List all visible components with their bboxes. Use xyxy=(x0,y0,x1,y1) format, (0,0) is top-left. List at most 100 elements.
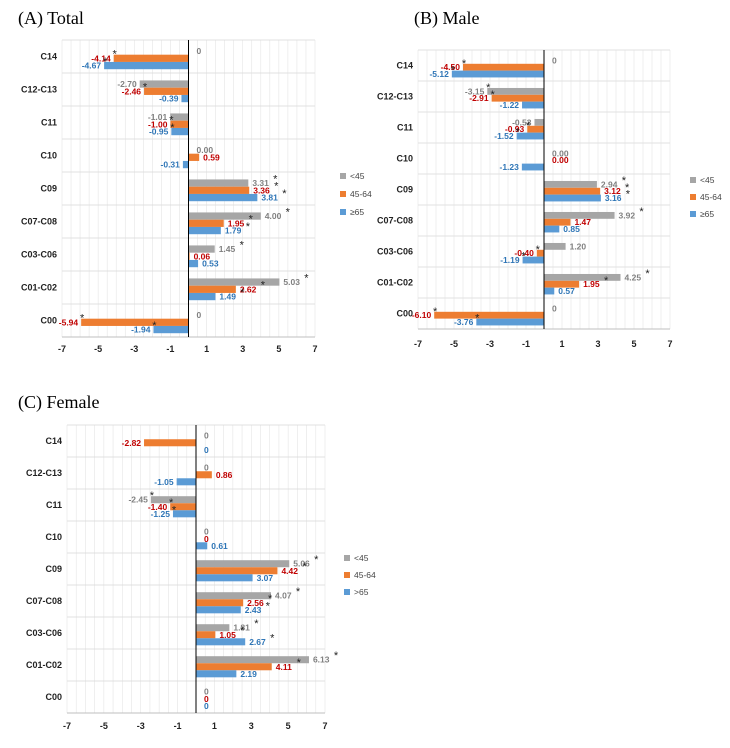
legend-label: >65 xyxy=(354,587,369,597)
x-tick-label: -7 xyxy=(58,344,66,354)
significance-star: * xyxy=(286,206,291,218)
data-label: 1.81 xyxy=(233,623,250,633)
significance-star: * xyxy=(103,56,108,68)
bar-65 xyxy=(522,256,544,264)
bar-4564 xyxy=(491,94,544,102)
significance-star: * xyxy=(625,182,630,194)
bar-4564 xyxy=(113,54,189,62)
bar-45 xyxy=(188,179,249,187)
bar-65 xyxy=(476,318,544,326)
data-label: 3.81 xyxy=(261,193,278,203)
bar-45 xyxy=(139,80,189,88)
data-label: 0.06 xyxy=(194,251,211,261)
data-label: 3.16 xyxy=(605,193,622,203)
x-tick-label: -1 xyxy=(166,344,174,354)
bar-65 xyxy=(182,160,189,169)
category-label: C01-C02 xyxy=(21,283,57,293)
significance-star: * xyxy=(302,561,307,573)
bar-45 xyxy=(196,560,290,568)
data-label: -1.52 xyxy=(494,131,514,141)
data-label: 0.00 xyxy=(552,148,569,158)
category-label: C00 xyxy=(396,309,413,319)
bar-4564 xyxy=(544,280,580,288)
bar-65 xyxy=(196,574,253,582)
legend-label: ≥65 xyxy=(700,209,714,219)
legend-label: <45 xyxy=(700,175,715,185)
bar-65 xyxy=(104,61,189,70)
data-label: 0 xyxy=(204,463,209,473)
data-label: -1.40 xyxy=(148,502,168,512)
data-label: -4.50 xyxy=(441,62,461,72)
data-label: -0.31 xyxy=(161,160,181,170)
data-label: 0 xyxy=(204,687,209,697)
legend-label: <45 xyxy=(354,553,369,563)
significance-star: * xyxy=(150,490,155,502)
data-label: 6.13 xyxy=(313,655,330,665)
significance-star: * xyxy=(254,618,259,630)
significance-star: * xyxy=(639,206,644,218)
significance-star: * xyxy=(240,239,245,251)
data-label: 0 xyxy=(204,445,209,455)
data-label: -5.94 xyxy=(59,317,79,327)
significance-star: * xyxy=(490,89,495,101)
bar-65 xyxy=(188,193,258,202)
bar-65 xyxy=(181,94,189,103)
data-label: 0.85 xyxy=(563,224,580,234)
legend-label: 45-64 xyxy=(700,192,722,202)
bar-65 xyxy=(171,127,189,136)
data-label: 0 xyxy=(204,534,209,544)
significance-star: * xyxy=(334,650,339,662)
significance-star: * xyxy=(462,58,467,70)
significance-star: * xyxy=(304,272,309,284)
data-label: 3.92 xyxy=(619,210,636,220)
data-label: 0 xyxy=(197,310,202,320)
category-label: C11 xyxy=(41,118,57,128)
bar-65 xyxy=(196,638,246,646)
bar-4564 xyxy=(527,125,544,133)
data-label: 1.95 xyxy=(583,279,600,289)
bar-4564 xyxy=(463,63,544,71)
category-label: C10 xyxy=(40,151,57,161)
x-tick-label: -5 xyxy=(94,344,102,354)
bar-4564 xyxy=(196,599,244,607)
data-label: -2.45 xyxy=(128,495,148,505)
bar-65 xyxy=(451,70,544,78)
bar-65 xyxy=(188,226,221,235)
category-label: C01-C02 xyxy=(26,660,62,670)
data-label: 1.79 xyxy=(225,226,242,236)
data-label: 2.94 xyxy=(601,179,618,189)
data-label: 4.25 xyxy=(625,272,642,282)
significance-star: * xyxy=(169,115,174,127)
bar-65 xyxy=(544,287,555,295)
data-label: -6.10 xyxy=(412,310,432,320)
x-tick-label: -3 xyxy=(137,721,145,731)
data-label: -4.14 xyxy=(91,53,111,63)
category-label: C14 xyxy=(396,61,413,71)
data-label: 4.42 xyxy=(281,566,298,576)
data-label: -4.67 xyxy=(82,61,102,71)
significance-star: * xyxy=(521,251,526,263)
data-label: 3.07 xyxy=(257,573,274,583)
legend-label: 45-64 xyxy=(350,189,372,199)
bar-65 xyxy=(153,325,189,334)
bar-45 xyxy=(544,242,566,250)
x-tick-label: 1 xyxy=(559,339,564,349)
data-label: 0.53 xyxy=(202,259,219,269)
data-label: -2.82 xyxy=(122,438,142,448)
bar-65 xyxy=(176,478,196,486)
data-label: -2.46 xyxy=(122,86,142,96)
bar-45 xyxy=(188,212,261,220)
significance-star: * xyxy=(273,173,278,185)
x-tick-label: -1 xyxy=(174,721,182,731)
data-label: 1.45 xyxy=(219,244,236,254)
bar-4564 xyxy=(196,471,212,479)
category-label: C07-C08 xyxy=(26,596,62,606)
panel-b-title: (B) Male xyxy=(414,8,480,28)
category-label: C03-C06 xyxy=(377,247,413,257)
data-label: -2.70 xyxy=(117,79,137,89)
x-tick-label: 1 xyxy=(212,721,217,731)
significance-star: * xyxy=(143,82,148,94)
bar-4564 xyxy=(188,219,224,227)
legend-swatch xyxy=(340,209,346,215)
